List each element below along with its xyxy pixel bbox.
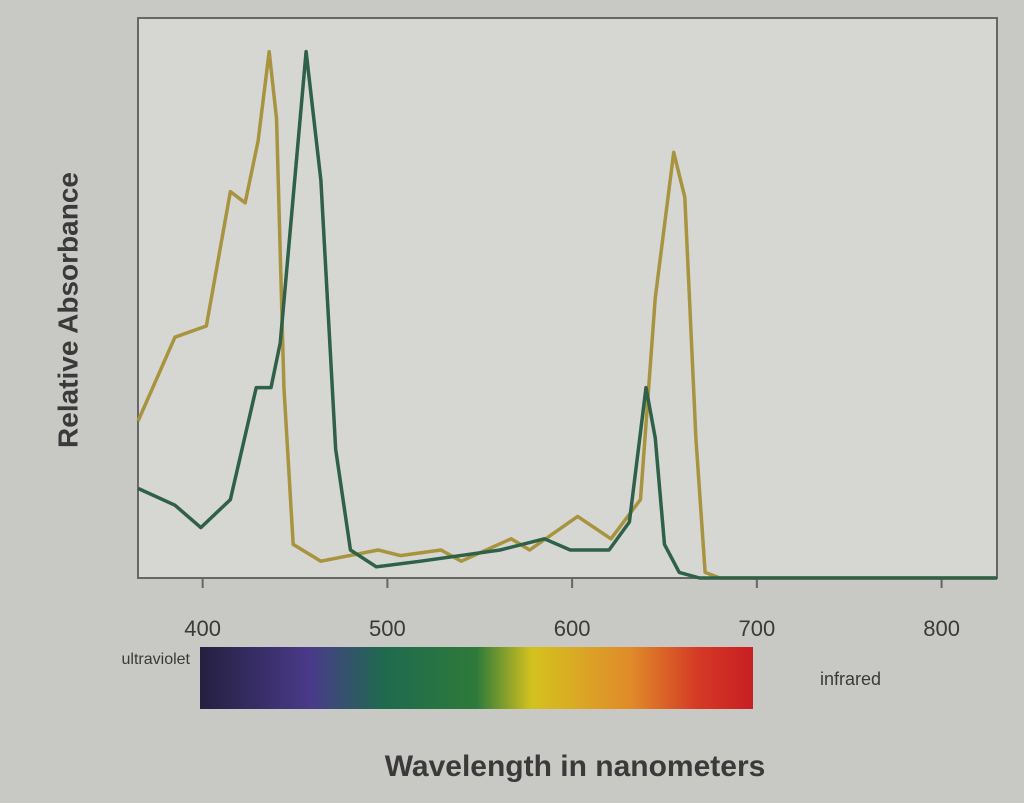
- x-tick-label: 700: [738, 616, 775, 641]
- line: [137, 49, 997, 580]
- spectrum-bar: [200, 647, 753, 709]
- x-tick-label: 800: [923, 616, 960, 641]
- x-tick-label: 400: [184, 616, 221, 641]
- plot-area: [137, 17, 998, 579]
- annotation: ultraviolet: [122, 651, 191, 668]
- y-axis-label: Relative Absorbance: [52, 172, 83, 448]
- x-axis-label: Wavelength in nanometers: [385, 750, 766, 783]
- x-tick-label: 600: [554, 616, 591, 641]
- annotation: infrared: [820, 669, 881, 689]
- x-tick-label: 500: [369, 616, 406, 641]
- line: [136, 49, 997, 580]
